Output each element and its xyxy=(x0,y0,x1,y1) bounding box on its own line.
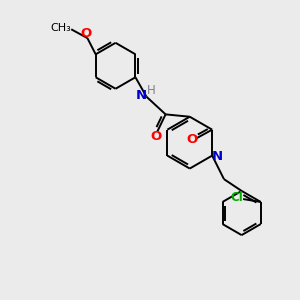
Text: O: O xyxy=(81,27,92,40)
Text: N: N xyxy=(136,89,147,102)
Text: Cl: Cl xyxy=(231,191,244,204)
Text: CH₃: CH₃ xyxy=(50,23,71,33)
Text: O: O xyxy=(187,133,198,146)
Text: N: N xyxy=(212,150,223,163)
Text: O: O xyxy=(151,130,162,143)
Text: H: H xyxy=(147,84,156,97)
